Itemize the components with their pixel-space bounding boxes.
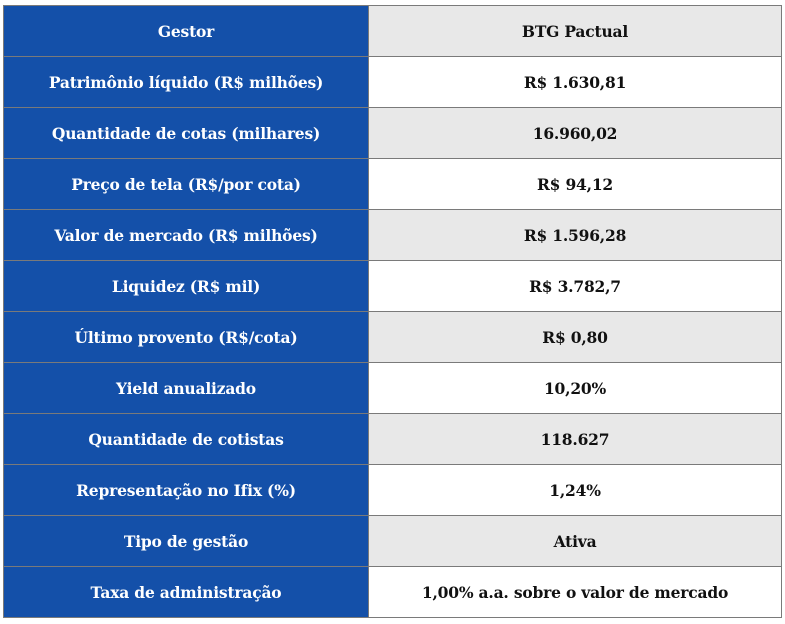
- row-label: Preço de tela (R$/por cota): [4, 158, 369, 210]
- row-value: R$ 1.630,81: [368, 56, 781, 108]
- row-label: Gestor: [4, 6, 369, 57]
- row-value: 10,20%: [368, 362, 781, 414]
- row-label: Representação no Ifix (%): [4, 464, 369, 516]
- fund-info-table-container: Gestor BTG Pactual Patrimônio líquido (R…: [3, 5, 782, 618]
- row-label: Taxa de administração: [4, 566, 369, 617]
- row-value: R$ 94,12: [368, 158, 781, 210]
- row-label: Yield anualizado: [4, 362, 369, 414]
- table-row-quantidade-cotistas: Quantidade de cotistas 118.627: [4, 413, 781, 465]
- row-value: R$ 0,80: [368, 311, 781, 363]
- table-row-taxa-administracao: Taxa de administração 1,00% a.a. sobre o…: [4, 566, 781, 617]
- table-row-ultimo-provento: Último provento (R$/cota) R$ 0,80: [4, 311, 781, 363]
- table-row-representacao-ifix: Representação no Ifix (%) 1,24%: [4, 464, 781, 516]
- table-row-patrimonio-liquido: Patrimônio líquido (R$ milhões) R$ 1.630…: [4, 56, 781, 108]
- row-label: Quantidade de cotistas: [4, 413, 369, 465]
- row-label: Tipo de gestão: [4, 515, 369, 567]
- row-value: 1,24%: [368, 464, 781, 516]
- row-value: Ativa: [368, 515, 781, 567]
- row-value: 16.960,02: [368, 107, 781, 159]
- row-value: BTG Pactual: [368, 6, 781, 57]
- table-row-valor-mercado: Valor de mercado (R$ milhões) R$ 1.596,2…: [4, 209, 781, 261]
- row-value: R$ 3.782,7: [368, 260, 781, 312]
- row-label: Último provento (R$/cota): [4, 311, 369, 363]
- table-row-liquidez: Liquidez (R$ mil) R$ 3.782,7: [4, 260, 781, 312]
- row-label: Valor de mercado (R$ milhões): [4, 209, 369, 261]
- row-value: R$ 1.596,28: [368, 209, 781, 261]
- row-label: Patrimônio líquido (R$ milhões): [4, 56, 369, 108]
- row-value: 1,00% a.a. sobre o valor de mercado: [368, 566, 781, 617]
- row-value: 118.627: [368, 413, 781, 465]
- row-label: Quantidade de cotas (milhares): [4, 107, 369, 159]
- table-row-gestor: Gestor BTG Pactual: [4, 6, 781, 57]
- fund-info-table: Gestor BTG Pactual Patrimônio líquido (R…: [4, 6, 781, 617]
- table-row-quantidade-cotas: Quantidade de cotas (milhares) 16.960,02: [4, 107, 781, 159]
- table-row-tipo-gestao: Tipo de gestão Ativa: [4, 515, 781, 567]
- table-row-yield-anualizado: Yield anualizado 10,20%: [4, 362, 781, 414]
- table-row-preco-tela: Preço de tela (R$/por cota) R$ 94,12: [4, 158, 781, 210]
- row-label: Liquidez (R$ mil): [4, 260, 369, 312]
